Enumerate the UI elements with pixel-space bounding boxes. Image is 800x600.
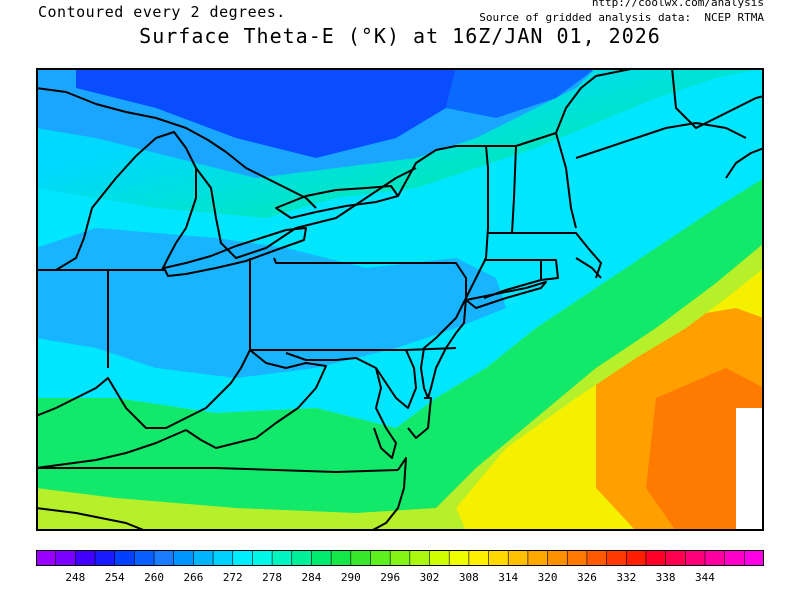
colorbar-tick-label: 260 [144,571,164,584]
ohio-river [36,349,251,429]
colorbar-swatch [390,550,411,565]
delaware-outline [407,397,432,439]
colorbar-tick-label: 308 [459,571,479,584]
new-hampshire-outline [515,132,577,229]
state-borders [36,68,764,531]
colorbar-tick-label: 278 [262,571,282,584]
colorbar-swatch [586,550,608,565]
colorbar-swatch [134,550,155,565]
colorbar-tick-label: 272 [223,571,243,584]
colorbar-swatch [75,550,96,565]
colorbar-swatch [173,550,194,565]
kentucky-border [36,429,187,469]
colorbar-swatch [311,550,332,565]
colorbar-tick-label: 344 [695,571,715,584]
pennsylvania-border [249,258,457,351]
colorbar-swatch [252,550,273,565]
source-url[interactable]: http://coolwx.com/analysis [591,0,764,9]
new-brunswick-outline [671,68,764,129]
colorbar-swatch [724,550,745,565]
colorbar-tick-label: 248 [65,571,85,584]
michigan-outline [36,131,197,271]
colorbar-swatch [547,550,568,565]
colorbar-swatch [744,550,764,565]
data-source-label: Source of gridded analysis data: NCEP RT… [479,11,764,24]
colorbar-tick-label: 254 [105,571,125,584]
tennessee-nc-border [36,507,147,531]
colorbar-swatch [272,550,293,565]
colorbar-swatch [193,550,214,565]
colorbar-swatch [114,550,135,565]
map-title: Surface Theta-E (°K) at 16Z/JAN 01, 2026 [139,24,661,48]
colorbar-swatch [488,550,509,565]
colorbar-tick-label: 266 [183,571,203,584]
nova-scotia-outline [725,147,764,179]
colorbar-swatch [527,550,549,565]
maine-outline [555,68,637,134]
vermont-outline [486,145,517,234]
colorbar-tick-label: 332 [616,571,636,584]
contour-interval-note: Contoured every 2 degrees. [38,3,286,21]
colorbar-tick-label: 302 [420,571,440,584]
lake-huron-shore [195,167,417,259]
lake-erie [163,227,307,277]
colorbar-swatch [606,550,627,565]
colorbar-tick-label: 290 [341,571,361,584]
maine-coast [575,122,747,159]
colorbar-swatch [685,550,706,565]
colorbar-tick-label: 338 [656,571,676,584]
long-island [465,281,547,309]
rhode-island-outline [540,259,559,281]
colorbar-swatch [468,550,490,565]
colorbar-tick-label: 296 [380,571,400,584]
colorbar-swatch [429,550,450,565]
maryland-outline [285,349,417,409]
colorbar-swatch [370,550,391,565]
virginia-nc-border [36,467,399,473]
colorbar-swatch [331,550,352,565]
colorbar-tick-label: 326 [577,571,597,584]
colorbar-swatch [645,550,667,565]
massachusetts-outline [488,232,602,279]
colorbar-swatch [95,550,116,565]
colorbar-swatch [213,550,234,565]
colorbar-frame [36,550,764,566]
colorbar-tick-label: 284 [302,571,322,584]
colorbar-swatch [36,550,57,565]
west-virginia-outline [185,349,327,449]
colorbar-swatch [567,550,588,565]
colorbar-swatch [350,550,371,565]
colorbar-tick-label: 314 [498,571,518,584]
temperature-fill [36,68,764,531]
pa-ny-border [273,257,467,298]
colorbar-swatch [55,550,76,565]
colorbar-swatch [626,550,647,565]
new-york-outline [397,145,489,299]
upper-peninsula-outline [36,87,317,209]
theta-e-map [36,68,764,531]
colorbar-tick-label: 320 [538,571,558,584]
colorbar-swatch [409,550,431,565]
colorbar-swatch [154,550,175,565]
colorbar-swatch [232,550,253,565]
colorbar-swatch [704,550,726,565]
colorbar-swatch [665,550,686,565]
color-scale-bar: 248 254 260 266 272 278 284 290 296 302 308 314 320 3… [36,550,764,584]
nc-coast [370,457,407,531]
colorbar-swatch [291,550,312,565]
colorbar-swatch [508,550,529,565]
colorbar-swatch [449,550,470,565]
chesapeake-bay [373,367,397,459]
map-frame [36,68,764,531]
